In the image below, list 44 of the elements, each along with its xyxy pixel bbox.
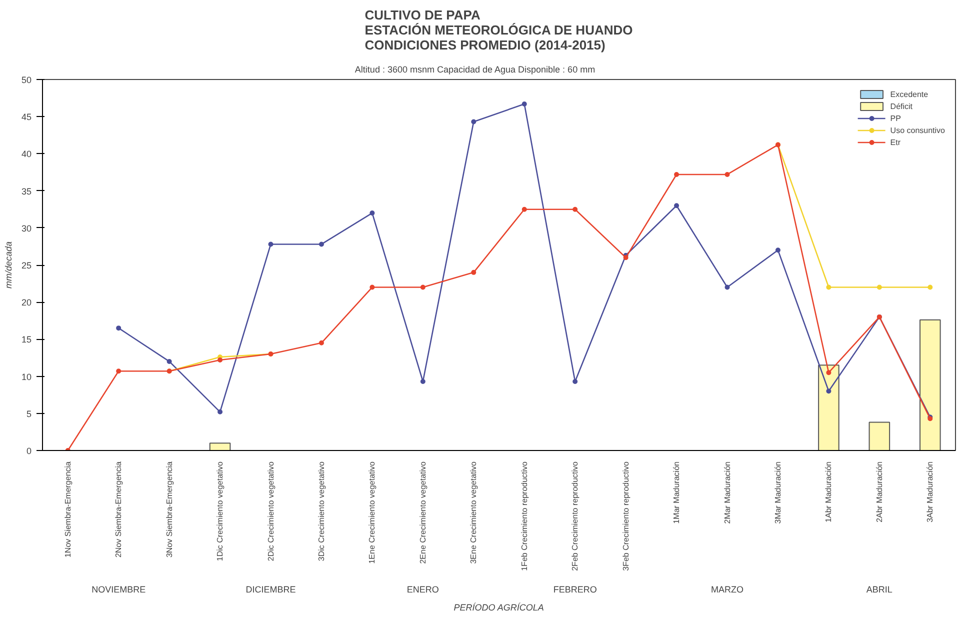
y-tick-label: 0 — [26, 446, 32, 456]
legend-label: Etr — [890, 138, 902, 146]
x-tick-label: 2Ene Crecimiento vegetativo — [418, 460, 428, 564]
y-tick-label: 35 — [21, 186, 32, 196]
text: MARZO — [711, 584, 744, 594]
y-tick-label: 40 — [21, 149, 32, 160]
text: DICIEMBRE — [246, 584, 296, 594]
y-tick-label: 15 — [21, 334, 32, 345]
x-tick-label: 3Nov Siembra-Emergencia — [164, 460, 174, 558]
y-tick-label: 50 — [21, 75, 32, 85]
x-axis-title: PERÍODO AGRÍCOLA — [454, 602, 544, 612]
x-tick-label: 2Dic Crecimiento vegetativo — [266, 460, 276, 562]
y-tick-label: 10 — [21, 372, 32, 382]
x-tick-label: 3Mar Maduración — [773, 462, 782, 524]
x-tick-label: 3Feb Crecimiento reproductivo — [621, 460, 630, 571]
x-tick-label: 2Feb Crecimiento reproductivo — [570, 460, 580, 571]
x-tick-label: 1Abr Maduración — [824, 462, 834, 522]
y-axis-title: mm/decada — [3, 241, 14, 289]
text: NOVIEMBRE — [92, 584, 146, 594]
y-tick-label: 30 — [21, 223, 32, 234]
chart-title: CULTIVO DE PAPA ESTACIÓN METEOROLÓGICA DE HUANDO CONDICIONES PROMEDIO (2014-2015) — [364, 8, 633, 52]
x-tick-label: 3Dic Crecimiento vegetativo — [316, 460, 326, 562]
chart-subtitle: Altitud : 3600 msnm Capacidad de Agua Disponible : 60 mm — [354, 64, 596, 74]
text: FEBRERO — [553, 584, 597, 594]
legend-label: Uso consuntivo — [890, 126, 945, 134]
x-tick-label: 2Abr Maduración — [874, 462, 884, 522]
y-tick-label: 25 — [21, 260, 32, 270]
x-tick-label: 1Mar Maduración — [672, 462, 682, 524]
y-tick-label: 5 — [26, 408, 32, 419]
y-tick-label: 20 — [21, 298, 32, 308]
x-tick-label: 2Mar Maduración — [722, 462, 732, 524]
x-tick-label: 2Nov Siembra-Emergencia — [114, 460, 124, 558]
y-tick-label: 45 — [21, 112, 32, 122]
text: ABRIL — [866, 584, 892, 594]
x-tick-label: 1Dic Crecimiento vegetativo — [216, 460, 225, 562]
x-tick-label: 1Nov Siembra-Emergencia — [63, 460, 72, 558]
x-tick-label: 1Ene Crecimiento vegetativo — [368, 460, 377, 564]
legend-label: Excedente — [890, 90, 928, 98]
legend-label: PP — [890, 114, 902, 122]
x-tick-label: 3Ene Crecimiento vegetativo — [469, 460, 478, 564]
text: ENERO — [406, 584, 439, 594]
legend-label: Déficit — [890, 102, 913, 110]
x-tick-label: 1Feb Crecimiento reproductivo — [520, 460, 529, 571]
x-tick-label: 3Abr Maduración — [926, 462, 935, 522]
